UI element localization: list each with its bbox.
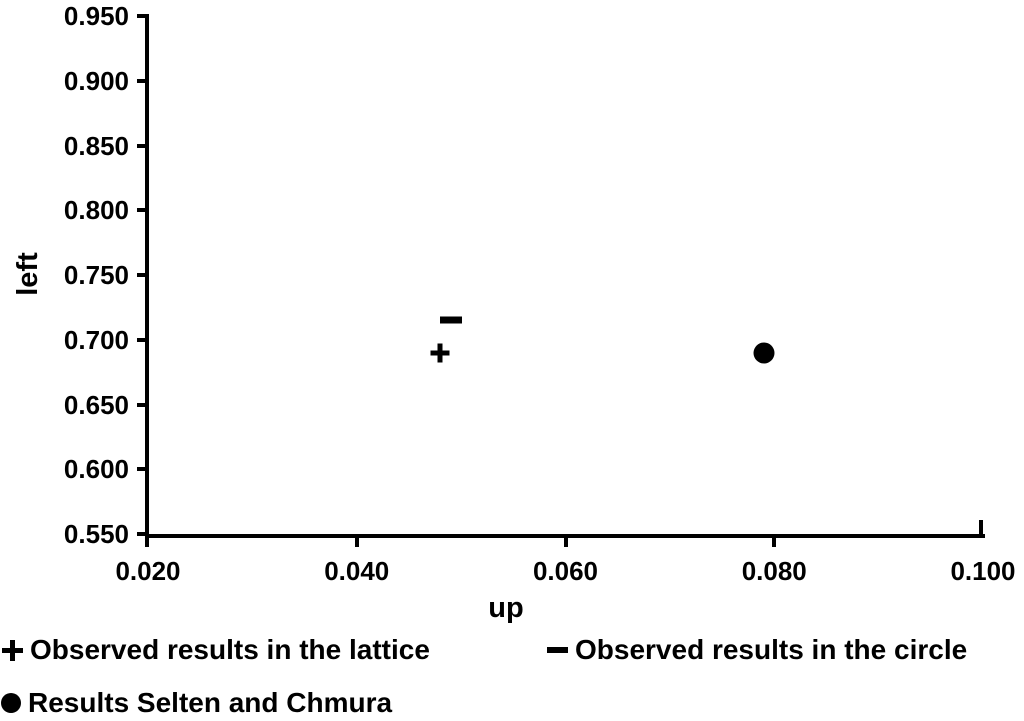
y-tick-label: 0.650: [63, 389, 129, 420]
x-axis-title: up: [488, 592, 524, 624]
y-tick-label: 0.750: [63, 260, 129, 290]
y-axis-tick: [137, 273, 145, 277]
x-tick-label: 0.100: [950, 556, 1016, 586]
x-tick-label: 0.020: [115, 556, 181, 586]
data-point-minus: [439, 316, 462, 324]
legend-item: Results Selten and Chmura: [1, 686, 392, 720]
x-axis-tick: [563, 538, 568, 547]
y-tick-label: 0.950: [63, 1, 129, 31]
x-tick-label: 0.080: [741, 556, 807, 586]
y-axis-tick: [137, 402, 145, 407]
y-axis-tick: [137, 143, 145, 148]
x-axis-tick: [772, 538, 777, 547]
y-tick-label: 0.850: [63, 130, 129, 161]
minus-icon: [547, 647, 568, 653]
y-tick-label: 0.550: [63, 519, 129, 549]
x-tick-label: 0.040: [324, 556, 390, 586]
legend-label: Observed results in the circle: [575, 634, 968, 665]
x-axis-tick: [354, 538, 359, 547]
legend-item: Observed results in the circle: [547, 633, 967, 667]
plus-icon: [2, 639, 23, 661]
y-axis-tick: [137, 14, 145, 18]
data-point-plus: [430, 343, 450, 363]
y-axis-tick: [137, 78, 145, 83]
legend-label: Observed results in the lattice: [30, 634, 430, 665]
y-axis-line: [145, 14, 149, 547]
legend-item: Observed results in the lattice: [2, 633, 430, 667]
y-tick-label: 0.900: [63, 65, 129, 96]
y-tick-label: 0.800: [63, 195, 129, 226]
legend-label: Results Selten and Chmura: [28, 687, 393, 718]
y-axis-tick: [137, 337, 145, 342]
y-tick-label: 0.700: [63, 324, 129, 355]
y-tick-label: 0.600: [63, 454, 129, 485]
y-axis-tick: [137, 208, 145, 213]
x-axis-end-tick: [979, 520, 983, 538]
dot-icon: [1, 693, 21, 713]
y-axis-tick: [137, 467, 145, 472]
plot-area: 0.950 0.900 0.850 0.800 0.750 0.700 0.650 0.600…: [12, 1, 1016, 624]
data-point-dot: [753, 342, 775, 364]
x-axis-line: [145, 534, 985, 538]
y-axis-title: left: [12, 252, 44, 296]
y-axis-tick: [137, 532, 145, 536]
x-tick-label: 0.060: [532, 556, 599, 586]
